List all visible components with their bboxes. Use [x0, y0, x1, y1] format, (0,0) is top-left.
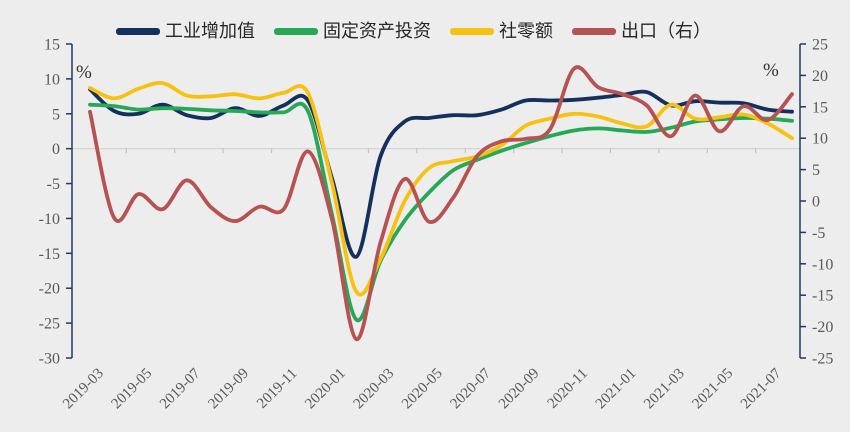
x-axis-tick-label: 2019-03: [60, 366, 107, 413]
x-axis-tick-label: 2019-09: [205, 366, 252, 413]
legend-item-fai[interactable]: 固定资产投资: [274, 21, 431, 41]
right-axis-tick-label: 15: [812, 99, 828, 116]
left-axis-tick-label: -30: [39, 351, 60, 368]
legend-label-fai: 固定资产投资: [323, 21, 431, 41]
legend-item-exports[interactable]: 出口（右）: [572, 21, 711, 41]
left-axis-tick-label: -25: [39, 316, 60, 333]
x-axis-tick-label: 2019-11: [254, 366, 300, 412]
x-axis-tick-label: 2020-09: [496, 366, 543, 413]
x-axis-tick-label: 2021-07: [738, 365, 785, 412]
x-axis-tick-label: 2021-01: [593, 366, 640, 413]
left-axis-tick-label: 10: [44, 71, 60, 88]
series-line-fai: [88, 101, 794, 323]
x-axis-tick-label: 2020-01: [302, 366, 349, 413]
left-axis-tick-label: -10: [39, 211, 60, 228]
right-axis-tick-label: 0: [812, 194, 820, 211]
left-axis-tick-label: -5: [47, 176, 60, 193]
legend-swatch-retail: [450, 27, 494, 35]
legend-swatch-industrial: [116, 27, 160, 35]
x-axis-tick-label: 2021-05: [690, 366, 737, 413]
legend-label-industrial: 工业增加值: [165, 21, 255, 41]
legend-item-retail[interactable]: 社零额: [450, 21, 553, 41]
x-axis-tick-label: 2019-07: [157, 365, 204, 412]
x-axis-tick-label: 2020-05: [399, 366, 446, 413]
right-axis-tick-label: -25: [812, 351, 833, 368]
x-axis-tick-label: 2019-05: [109, 366, 156, 413]
legend-swatch-fai: [274, 27, 318, 35]
right-axis-tick-label: 20: [812, 68, 828, 85]
left-axis-tick-label: 15: [44, 37, 60, 54]
left-axis-tick-label: 0: [52, 141, 60, 158]
legend-swatch-exports: [572, 27, 616, 35]
x-axis-tick-label: 2020-11: [545, 366, 591, 412]
series-line-exports: [88, 65, 794, 342]
legend-item-industrial[interactable]: 工业增加值: [116, 21, 255, 41]
legend: 工业增加值 固定资产投资 社零额 出口（右）: [116, 21, 711, 41]
x-axis-tick-label: 2020-03: [351, 366, 398, 413]
left-axis-unit-label: %: [76, 62, 92, 83]
right-axis-tick-label: -10: [812, 256, 833, 273]
legend-label-retail: 社零额: [499, 21, 553, 41]
right-axis-unit-label: %: [763, 60, 779, 81]
legend-label-exports: 出口（右）: [621, 21, 711, 41]
right-axis-tick-label: -5: [812, 225, 825, 242]
left-axis-tick-label: -20: [39, 281, 60, 298]
left-axis-tick-label: -15: [39, 246, 60, 263]
right-axis-tick-label: 10: [812, 131, 828, 148]
x-axis-tick-label: 2021-03: [641, 366, 688, 413]
x-axis-tick-label: 2020-07: [447, 365, 494, 412]
left-axis-tick-label: 5: [52, 106, 60, 123]
right-axis-tick-label: 5: [812, 162, 820, 179]
right-axis-tick-label: 25: [812, 37, 828, 54]
right-axis-tick-label: -15: [812, 288, 833, 305]
series-line-retail: [88, 80, 794, 297]
right-axis-tick-label: -20: [812, 319, 833, 336]
